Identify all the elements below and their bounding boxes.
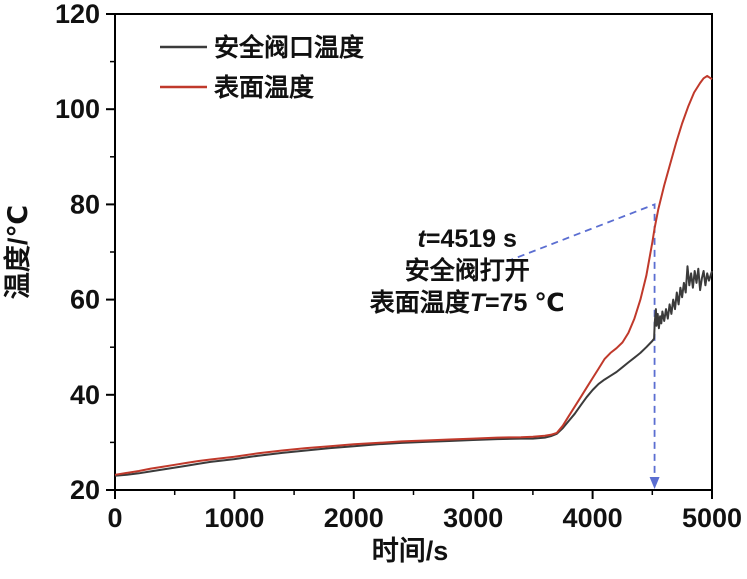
annotation-line: 安全阀打开 (405, 256, 530, 285)
x-tick-label: 5000 (682, 503, 742, 533)
annotation-line: t=4519 s (418, 225, 517, 253)
legend-label: 安全阀口温度 (214, 33, 364, 62)
series-line-1 (114, 74, 713, 476)
x-tick-label: 2000 (324, 503, 384, 533)
series-line-0 (114, 265, 713, 477)
x-tick-label: 4000 (563, 503, 623, 533)
annotation-line: 表面温度T=75 ℃ (370, 288, 565, 317)
y-tick-label: 20 (70, 475, 100, 505)
y-axis-label: 温度/℃ (2, 205, 33, 299)
x-tick-label: 1000 (204, 503, 264, 533)
plot-frame (114, 13, 713, 491)
y-tick-label: 60 (70, 285, 100, 315)
y-tick-label: 120 (55, 0, 100, 29)
y-tick-label: 100 (55, 94, 100, 124)
marker-arrowhead-icon (649, 477, 660, 489)
x-axis-label: 时间/s (372, 536, 449, 566)
event-marker-dashed-line (506, 203, 656, 488)
x-tick-label: 0 (107, 503, 122, 533)
plot-area: 0 1000 2000 3000 4000 5000 20 40 60 80 100 120 安全阀口温… (55, 0, 742, 533)
legend-label: 表面温度 (214, 73, 314, 102)
x-tick-label: 3000 (443, 503, 503, 533)
y-tick-label: 80 (70, 189, 100, 219)
y-tick-label: 40 (70, 380, 100, 410)
